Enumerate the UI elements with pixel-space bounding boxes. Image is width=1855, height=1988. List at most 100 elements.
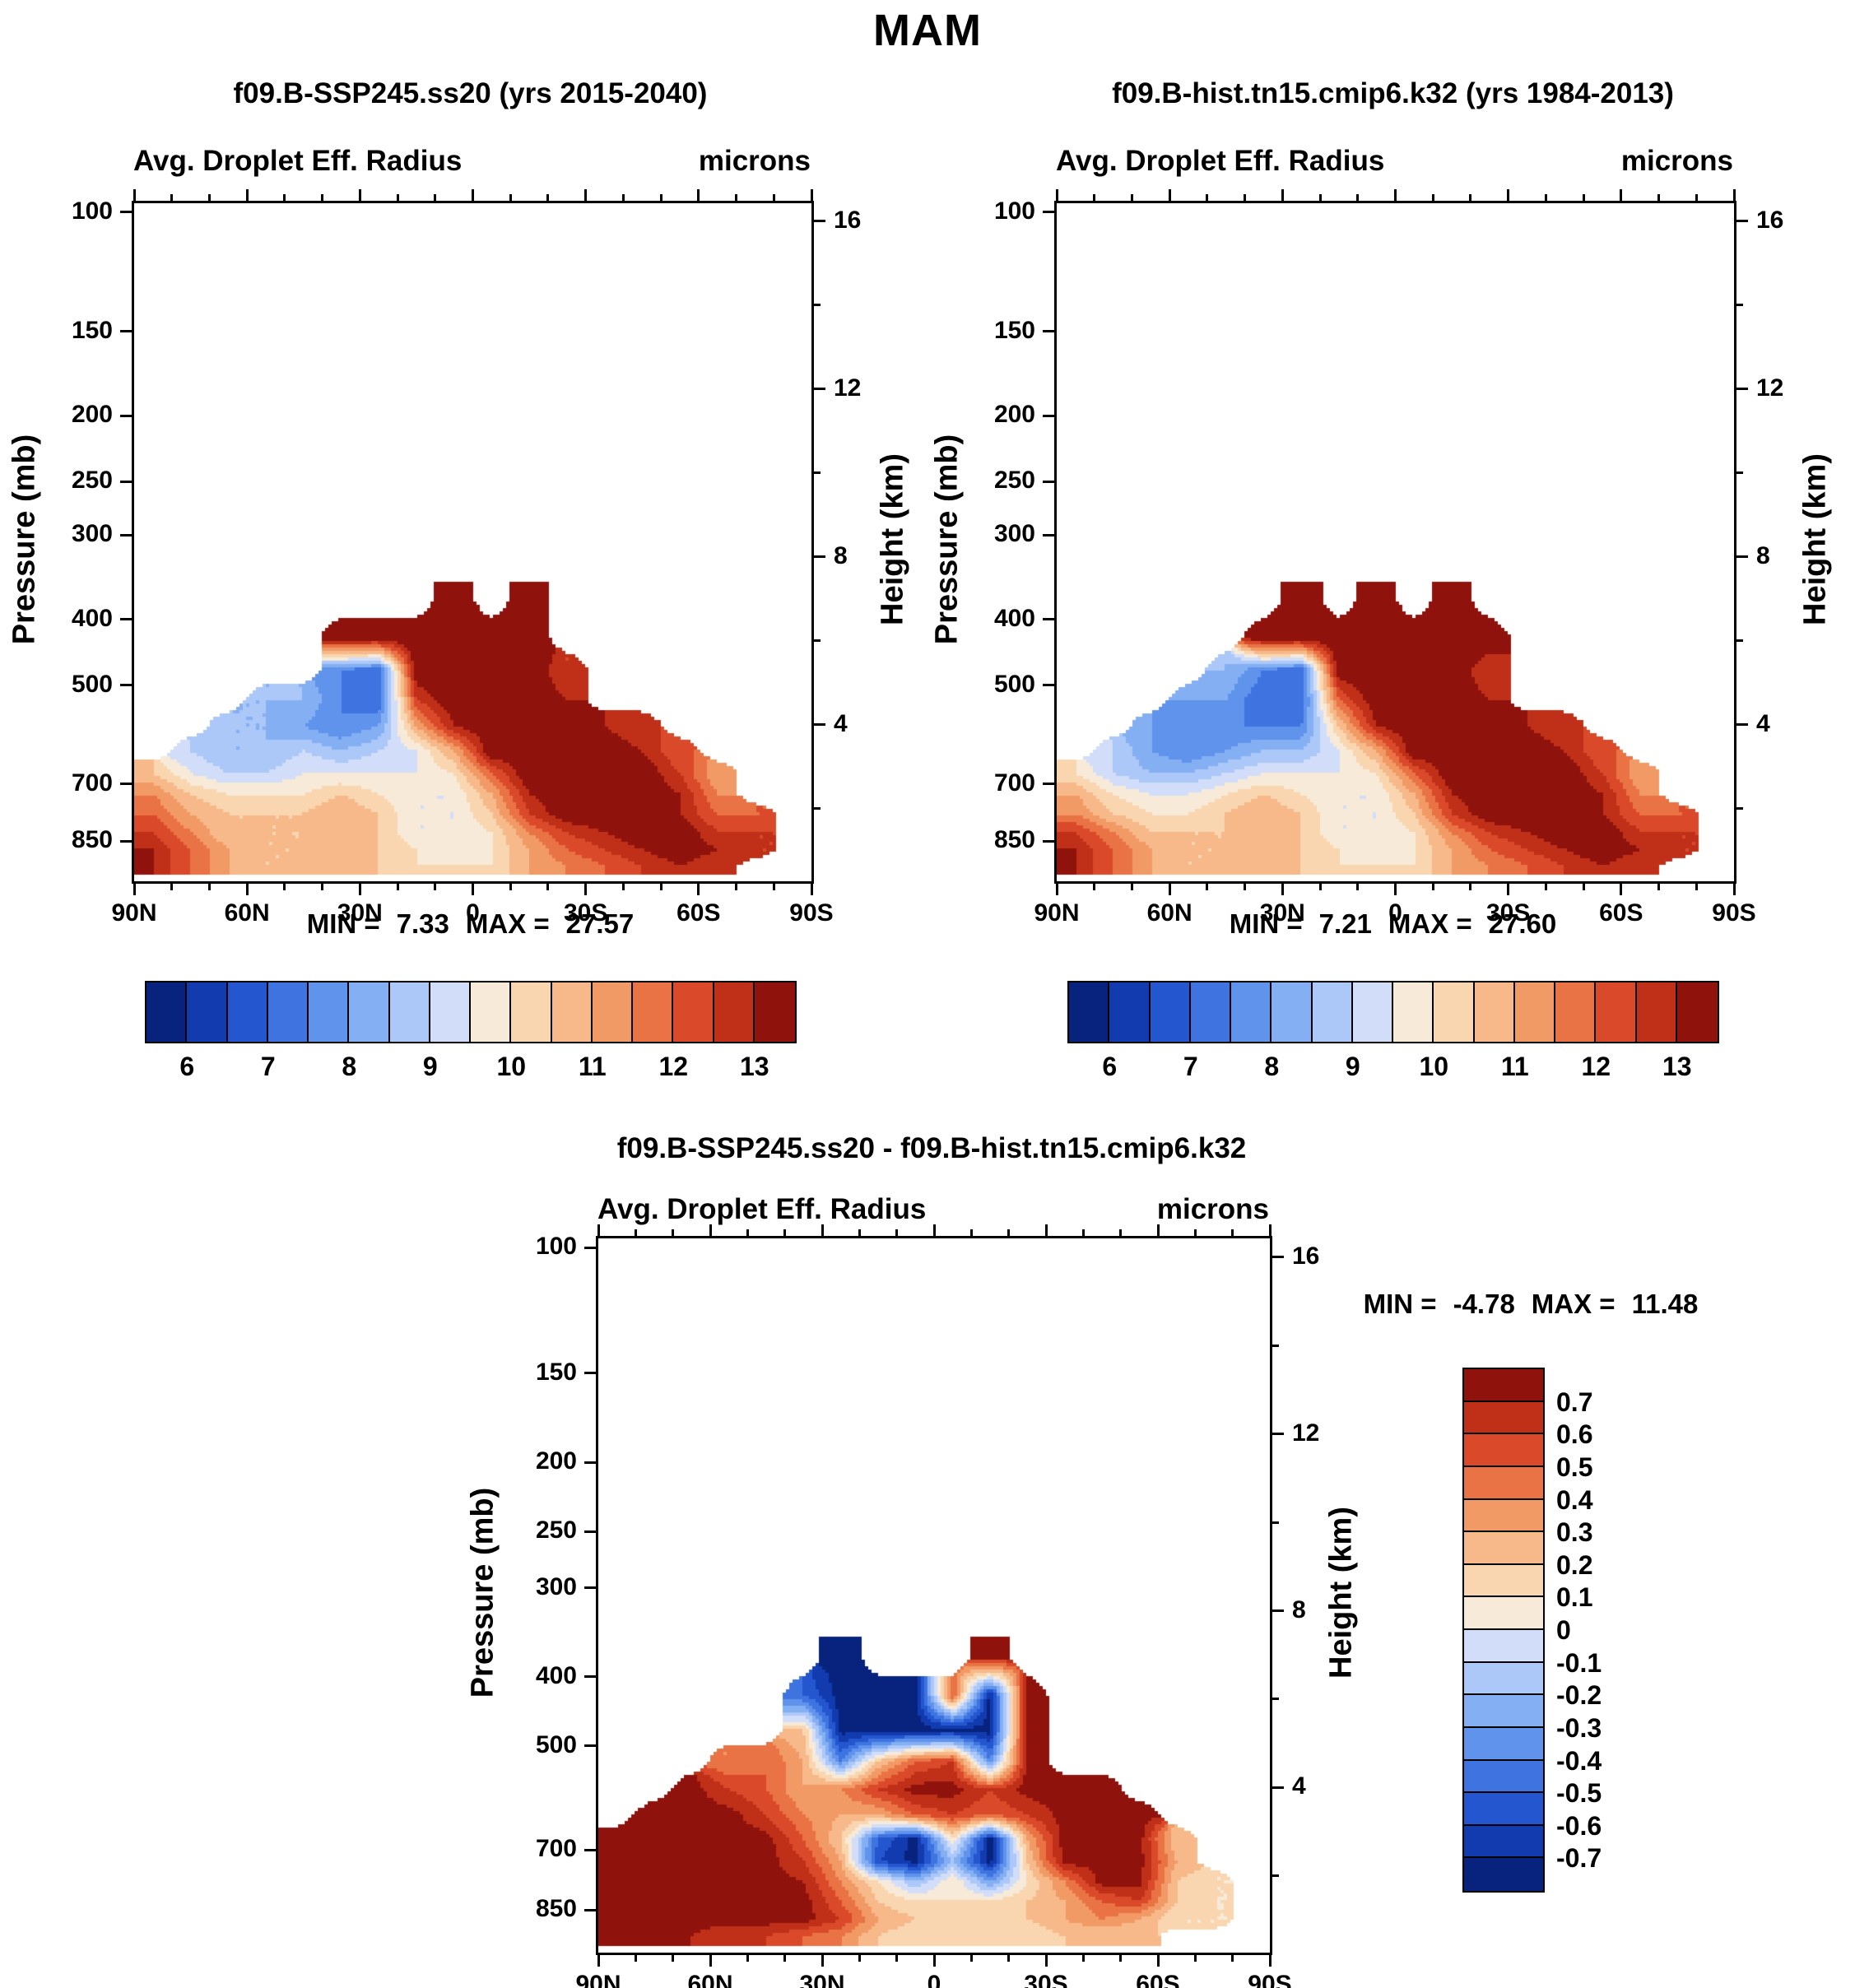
page-title: MAM <box>873 6 982 55</box>
colorbar-segment <box>1393 982 1434 1042</box>
colorbar-segment <box>1464 1597 1543 1630</box>
latitude-minor-tick <box>621 194 625 201</box>
pressure-tick <box>584 1848 596 1851</box>
colorbar-tick-label: -0.3 <box>1556 1712 1602 1743</box>
latitude-minor-tick <box>1081 1955 1085 1962</box>
height-minor-tick <box>1272 1521 1279 1524</box>
pressure-tick-label: 500 <box>535 1730 577 1758</box>
colorbar-segment <box>551 982 593 1042</box>
latitude-tick <box>1281 189 1284 201</box>
panel-subtitle-row: Avg. Droplet Eff. Radius microns <box>1054 145 1735 178</box>
latitude-minor-tick <box>1544 884 1547 890</box>
colorbar-tick-label: 6 <box>1102 1052 1118 1081</box>
pressure-tick-label: 300 <box>535 1572 577 1600</box>
pressure-tick <box>584 1530 596 1533</box>
colorbar-tick-label: 13 <box>739 1052 769 1081</box>
pressure-tick-label: 300 <box>993 520 1035 548</box>
latitude-minor-tick <box>969 1955 973 1962</box>
latitude-tick-label: 60N <box>687 1971 733 1988</box>
latitude-minor-tick <box>1130 884 1133 890</box>
colorbar-tick-label: 0.5 <box>1556 1452 1593 1482</box>
latitude-minor-tick <box>1431 884 1434 890</box>
latitude-minor-tick <box>1119 1955 1123 1962</box>
latitude-minor-tick <box>1231 1229 1234 1236</box>
latitude-minor-tick <box>207 194 211 201</box>
latitude-minor-tick <box>621 884 625 890</box>
latitude-tick <box>1044 1955 1048 1967</box>
colorbar-tick-label: 0.3 <box>1556 1517 1593 1548</box>
latitude-tick <box>1156 1955 1160 1967</box>
pressure-tick <box>1043 618 1054 621</box>
pressure-tick-label: 400 <box>993 604 1035 632</box>
latitude-tick-label: 30N <box>799 1971 845 1988</box>
latitude-minor-tick <box>1582 884 1585 890</box>
pressure-tick <box>1043 839 1054 843</box>
colorbar-segment <box>714 982 755 1042</box>
min-label: MIN = <box>306 908 380 939</box>
latitude-tick-label: 30N <box>337 899 383 927</box>
height-tick <box>1272 1256 1284 1259</box>
height-tick-label: 8 <box>1756 541 1770 569</box>
latitude-minor-tick <box>672 1955 675 1962</box>
latitude-minor-tick <box>1657 884 1661 890</box>
latitude-minor-tick <box>672 1229 675 1236</box>
latitude-minor-tick <box>1356 194 1360 201</box>
height-minor-tick <box>814 304 821 307</box>
latitude-tick-label: 90N <box>111 899 157 927</box>
latitude-tick <box>1732 189 1736 201</box>
colorbar-segment <box>1464 1760 1543 1794</box>
height-tick <box>814 388 825 391</box>
colorbar-tick-label: 0.4 <box>1556 1484 1593 1515</box>
colorbar-tick-label: 0.6 <box>1556 1419 1593 1450</box>
pressure-tick <box>120 480 132 483</box>
latitude-minor-tick <box>735 884 738 890</box>
colorbar-segment <box>267 982 309 1042</box>
pressure-tick <box>1043 783 1054 786</box>
height-minor-tick <box>814 471 821 475</box>
latitude-minor-tick <box>434 194 437 201</box>
pressure-tick-label: 850 <box>71 826 113 853</box>
latitude-minor-tick <box>1093 884 1096 890</box>
latitude-tick <box>1055 884 1058 895</box>
latitude-minor-tick <box>509 194 512 201</box>
colorbar-segment <box>1464 1401 1543 1435</box>
latitude-minor-tick <box>1695 884 1698 890</box>
colorbar-segment <box>430 982 471 1042</box>
latitude-minor-tick <box>746 1229 749 1236</box>
colorbar-segment <box>1464 1695 1543 1728</box>
latitude-tick <box>132 884 136 895</box>
height-minor-tick <box>814 639 821 643</box>
pressure-tick-label: 500 <box>993 670 1035 698</box>
latitude-tick <box>1620 189 1623 201</box>
latitude-minor-tick <box>396 194 399 201</box>
pressure-tick <box>1043 533 1054 536</box>
pressure-tick-label: 850 <box>993 826 1035 853</box>
latitude-tick-label: 30N <box>1259 899 1305 927</box>
latitude-tick-label: 60N <box>1146 899 1192 927</box>
pressure-tick <box>584 1675 596 1679</box>
variable-label: Avg. Droplet Eff. Radius <box>1056 145 1385 177</box>
pressure-tick <box>1043 480 1054 483</box>
height-tick-label: 4 <box>1292 1772 1306 1800</box>
latitude-minor-tick <box>1206 884 1209 890</box>
latitude-tick <box>1055 189 1058 201</box>
colorbar-diff: 0.7 0.6 0.5 0.4 0.3 0.2 0.1 0 -0.1 -0.2 -0.3 -0.4 -0… <box>1462 1368 1602 1893</box>
minmax-diff: MIN = -4.78 MAX = 11.48 <box>1300 1289 1761 1320</box>
contour-canvas-hist <box>1057 203 1734 881</box>
colorbar-segment <box>1464 1662 1543 1696</box>
latitude-minor-tick <box>509 884 512 890</box>
latitude-tick-label: 60S <box>1136 1971 1180 1988</box>
max-label: MAX = <box>1388 908 1472 939</box>
colorbar-segment <box>1464 1434 1543 1467</box>
colorbar-segment <box>471 982 512 1042</box>
latitude-minor-tick <box>783 1955 787 1962</box>
colorbar-segment <box>349 982 390 1042</box>
latitude-tick <box>1044 1224 1048 1236</box>
pressure-tick-label: 150 <box>535 1358 577 1386</box>
height-axis-label: Height (km) <box>1323 1507 1359 1679</box>
pressure-tick-label: 100 <box>535 1233 577 1261</box>
colorbar-segment <box>511 982 552 1042</box>
colorbar-segment <box>1312 982 1353 1042</box>
units-label: microns <box>698 145 811 177</box>
latitude-tick-label: 90S <box>1248 1971 1292 1988</box>
